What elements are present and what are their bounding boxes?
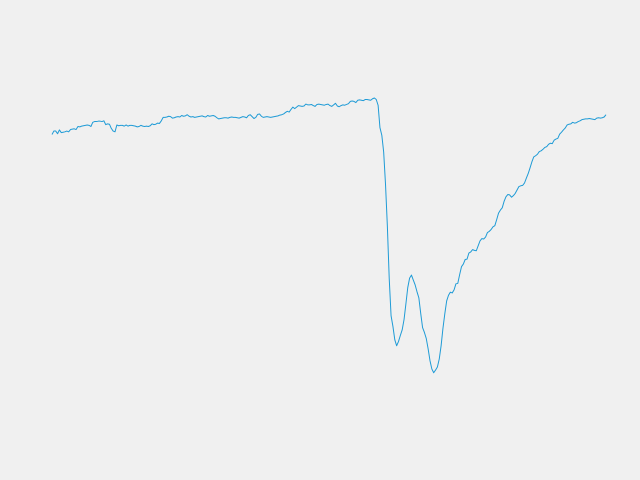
- series-line-0: [51, 97, 607, 374]
- series-layer: [51, 97, 607, 374]
